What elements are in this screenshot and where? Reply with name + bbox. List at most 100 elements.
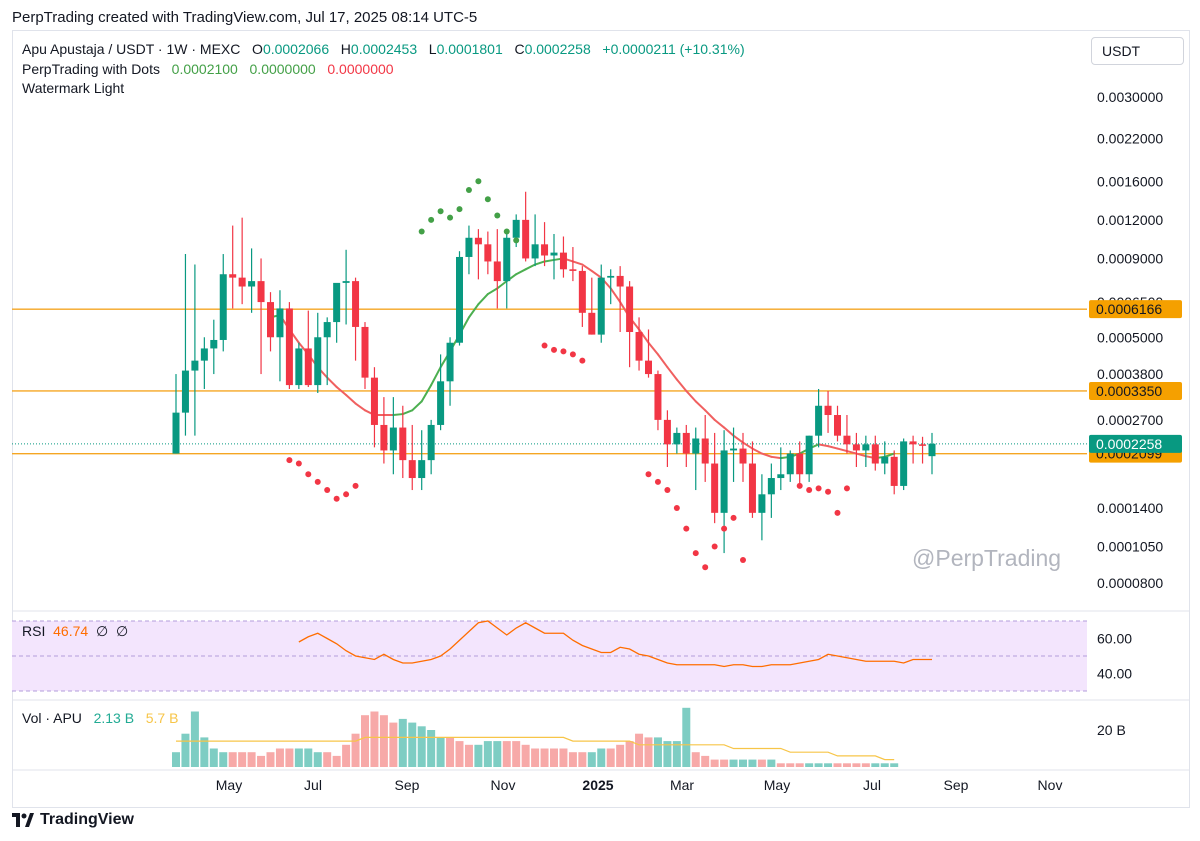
ema-segment — [326, 376, 338, 389]
candle — [758, 474, 766, 541]
ema-segment — [335, 386, 348, 397]
price-level-tag-0-bg — [1089, 300, 1182, 319]
symbol-label[interactable]: Apu Apustaja / USDT · 1W · MEXC — [22, 41, 241, 57]
volume-bar — [625, 741, 634, 767]
ema-segment — [392, 413, 404, 417]
volume-bar — [332, 755, 341, 767]
price-level-tag-0-label: 0.0006166 — [1096, 301, 1162, 317]
candle — [607, 269, 615, 305]
candle — [692, 427, 700, 491]
volume-bar — [190, 711, 199, 767]
open-label: O — [252, 41, 263, 57]
candle — [616, 266, 624, 333]
volume-bar — [720, 759, 729, 767]
candle-body — [493, 261, 501, 282]
price-tick-label: 0.0003800 — [1097, 366, 1163, 382]
candle-body — [834, 415, 841, 436]
price-tick-label: 0.0002700 — [1097, 412, 1163, 428]
candle-body — [238, 277, 246, 287]
ema-segment — [354, 402, 366, 412]
ema-segment — [345, 394, 357, 405]
candle — [711, 432, 719, 524]
candle — [408, 424, 416, 491]
price-level-tag-1-label: 0.0003350 — [1096, 383, 1162, 399]
open-value: 0.0002066 — [262, 41, 330, 57]
volume-bar — [880, 763, 889, 767]
candle — [399, 405, 407, 479]
watermark-indicator-name[interactable]: Watermark Light — [22, 80, 125, 96]
candle — [635, 317, 643, 371]
candle-body — [541, 244, 549, 256]
volume-bar — [559, 748, 568, 767]
price-level-tag-1-bg — [1089, 381, 1182, 400]
volume-bar — [739, 759, 747, 767]
candle-body — [276, 308, 284, 338]
candle — [626, 281, 634, 368]
ema-segment — [827, 445, 839, 450]
ema-segment — [751, 447, 763, 455]
candle-body — [824, 405, 832, 416]
ema-segment — [855, 452, 867, 458]
price-tick-label: 0.0022000 — [1097, 131, 1163, 147]
signal-dot-down — [314, 478, 321, 485]
candle — [843, 415, 851, 454]
volume-value: 2.13 B — [93, 710, 135, 726]
time-tick-label: May — [216, 777, 242, 793]
volume-bar — [824, 763, 833, 767]
candle-body — [748, 463, 756, 513]
signal-dot-down — [673, 504, 680, 511]
volume-label[interactable]: Vol · APU — [22, 710, 82, 726]
candle — [531, 214, 539, 267]
candle-body — [559, 252, 567, 270]
candle — [503, 231, 511, 309]
candle — [210, 319, 218, 375]
rsi-label[interactable]: RSI — [22, 623, 46, 639]
volume-bar — [436, 737, 445, 767]
tradingview-logo[interactable]: TradingView — [12, 811, 134, 829]
candle-body — [692, 438, 700, 454]
candle-body — [304, 348, 312, 386]
volume-bar — [568, 752, 577, 767]
signal-dot-up — [513, 237, 520, 244]
ema-segment — [723, 426, 735, 437]
signal-dot-up — [484, 196, 491, 203]
currency-selector[interactable]: USDT — [1091, 37, 1184, 65]
signal-dot-down — [654, 478, 661, 485]
candle-body — [645, 360, 652, 375]
volume-bar — [266, 752, 275, 767]
candle-body — [862, 444, 870, 451]
ema-segment — [845, 450, 858, 455]
ema-segment — [883, 452, 896, 458]
ema-segment — [467, 303, 480, 319]
candle — [181, 254, 189, 436]
candle-body — [484, 244, 492, 262]
signal-dot-up — [437, 208, 444, 215]
signal-dot-down — [305, 471, 312, 478]
change-value: +0.0000211 (+10.31%) — [602, 41, 745, 57]
candle-body — [550, 252, 558, 256]
candle-body — [323, 322, 331, 338]
signal-dot-down — [730, 514, 737, 521]
ema-segment — [430, 366, 442, 387]
ema-segment — [411, 400, 423, 412]
volume-bar — [540, 748, 549, 767]
time-tick-label: Nov — [491, 777, 516, 793]
volume-bar — [587, 752, 596, 767]
indicator-name[interactable]: PerpTrading with Dots — [22, 60, 160, 77]
candle — [276, 290, 284, 382]
volume-bar — [701, 755, 710, 767]
volume-bar — [313, 752, 322, 767]
volume-bar — [228, 752, 237, 767]
candle-body — [626, 286, 634, 333]
candle-body — [663, 419, 671, 445]
candle — [389, 397, 397, 475]
candle — [541, 222, 549, 267]
signal-dot-down — [692, 550, 699, 557]
volume-bar — [606, 748, 615, 767]
ema-segment — [713, 418, 726, 429]
candle — [219, 254, 227, 352]
candle — [673, 427, 681, 454]
candle-body — [767, 478, 775, 495]
signal-dot-up — [418, 228, 425, 235]
